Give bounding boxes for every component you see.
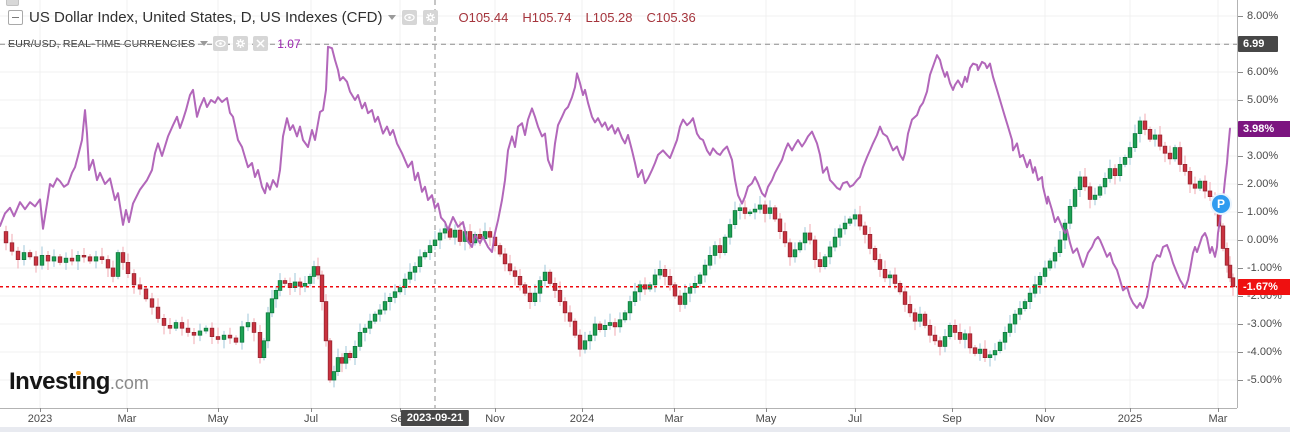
y-axis-tick bbox=[1238, 380, 1243, 381]
x-axis-tick bbox=[1130, 408, 1131, 412]
eurusd-last-badge: 3.98% bbox=[1238, 120, 1290, 137]
investing-logo: Investing.com bbox=[9, 368, 149, 395]
ohlc-values: O105.44 H105.74 L105.28 C105.36 bbox=[458, 10, 696, 25]
y-axis-tick bbox=[1238, 296, 1243, 297]
event-date-badge: 2023-09-21 bbox=[400, 410, 470, 426]
y-axis-tick bbox=[1238, 352, 1243, 353]
x-axis-tick bbox=[674, 408, 675, 412]
x-tick-label: 2025 bbox=[1117, 413, 1143, 425]
x-axis-tick bbox=[855, 408, 856, 412]
chart-plot-area[interactable]: US Dollar Index, United States, D, US In… bbox=[0, 0, 1237, 408]
y-axis-tick bbox=[1238, 100, 1243, 101]
y-axis-tick bbox=[1238, 16, 1243, 17]
x-tick-label: Sep bbox=[942, 413, 962, 425]
x-axis-tick bbox=[40, 408, 41, 412]
gear-icon[interactable] bbox=[233, 36, 249, 51]
y-axis-tick bbox=[1238, 156, 1243, 157]
y-tick-label: 0.00% bbox=[1247, 234, 1279, 246]
y-tick-label: -4.00% bbox=[1247, 346, 1282, 358]
x-axis-tick bbox=[952, 408, 953, 412]
x-axis-tick bbox=[766, 408, 767, 412]
y-tick-label: 8.00% bbox=[1247, 10, 1279, 22]
price-line-badge: 6.99 bbox=[1238, 36, 1278, 53]
usd-last-badge: -1.67% bbox=[1238, 278, 1290, 295]
overlay-symbol-legend: EUR/USD, REAL-TIME CURRENCIES 1.07 bbox=[8, 36, 301, 51]
y-axis-tick bbox=[1238, 240, 1243, 241]
main-symbol-legend: US Dollar Index, United States, D, US In… bbox=[8, 9, 696, 26]
x-axis-tick bbox=[495, 408, 496, 412]
chevron-down-icon[interactable] bbox=[200, 41, 209, 46]
collapse-icon[interactable] bbox=[8, 10, 23, 25]
y-tick-label: 3.00% bbox=[1247, 150, 1279, 162]
symbol-title[interactable]: US Dollar Index, United States, D, US In… bbox=[29, 9, 383, 26]
chevron-down-icon[interactable] bbox=[388, 15, 397, 20]
toolbar-fragment bbox=[6, 0, 19, 6]
y-tick-label: -1.00% bbox=[1247, 262, 1282, 274]
low-value: 105.28 bbox=[592, 10, 633, 25]
x-axis-tick bbox=[1045, 408, 1046, 412]
x-axis-tick bbox=[218, 408, 219, 412]
x-tick-label: 2024 bbox=[569, 413, 595, 425]
gear-icon[interactable] bbox=[423, 10, 439, 25]
eye-icon[interactable] bbox=[213, 36, 229, 51]
x-axis-tick bbox=[1218, 408, 1219, 412]
x-axis-tick bbox=[127, 408, 128, 412]
open-value: 105.44 bbox=[468, 10, 509, 25]
position-marker[interactable]: P bbox=[1210, 193, 1232, 215]
y-tick-label: 2.00% bbox=[1247, 178, 1279, 190]
x-tick-label: Mar bbox=[1208, 413, 1228, 425]
logo-orange-dot: i bbox=[75, 368, 82, 395]
x-axis-tick bbox=[582, 408, 583, 412]
y-tick-label: 6.00% bbox=[1247, 66, 1279, 78]
y-axis-tick bbox=[1238, 72, 1243, 73]
x-axis-tick bbox=[400, 408, 401, 412]
x-tick-label: Nov bbox=[1035, 413, 1055, 425]
y-tick-label: 5.00% bbox=[1247, 94, 1279, 106]
x-tick-label: May bbox=[755, 413, 777, 425]
y-axis-tick bbox=[1238, 268, 1243, 269]
x-tick-label: Jul bbox=[303, 413, 319, 425]
time-axis[interactable]: 2023-09-21 2023 Mar May Jul Sep Nov 2024 Mar May… bbox=[0, 408, 1237, 428]
x-tick-label: Mar bbox=[664, 413, 684, 425]
x-tick-label: 2023 bbox=[27, 413, 53, 425]
y-tick-label: -5.00% bbox=[1247, 374, 1282, 386]
y-tick-label: -3.00% bbox=[1247, 318, 1282, 330]
eye-icon[interactable] bbox=[402, 10, 418, 25]
x-tick-label: May bbox=[207, 413, 229, 425]
y-tick-label: 1.00% bbox=[1247, 206, 1279, 218]
y-axis-tick bbox=[1238, 184, 1243, 185]
high-value: 105.74 bbox=[531, 10, 572, 25]
overlay-price-value: 1.07 bbox=[277, 36, 301, 51]
x-tick-label: Jul bbox=[847, 413, 863, 425]
x-tick-label: Mar bbox=[117, 413, 137, 425]
close-icon[interactable] bbox=[253, 36, 269, 51]
bottom-border-strip bbox=[0, 427, 1290, 432]
y-axis-tick bbox=[1238, 212, 1243, 213]
x-axis-tick bbox=[311, 408, 312, 412]
x-tick-label: Nov bbox=[485, 413, 505, 425]
overlay-title[interactable]: EUR/USD, REAL-TIME CURRENCIES bbox=[8, 37, 196, 50]
close-value: 105.36 bbox=[655, 10, 696, 25]
price-axis[interactable]: 6.99 3.98% -1.67% 8.00%7.00%6.00%5.00%4.… bbox=[1237, 0, 1290, 408]
chart-canvas[interactable] bbox=[0, 0, 1237, 408]
y-axis-tick bbox=[1238, 324, 1243, 325]
